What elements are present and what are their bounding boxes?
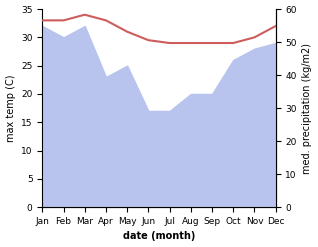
X-axis label: date (month): date (month) (123, 231, 195, 242)
Y-axis label: med. precipitation (kg/m2): med. precipitation (kg/m2) (302, 43, 313, 174)
Y-axis label: max temp (C): max temp (C) (5, 74, 16, 142)
